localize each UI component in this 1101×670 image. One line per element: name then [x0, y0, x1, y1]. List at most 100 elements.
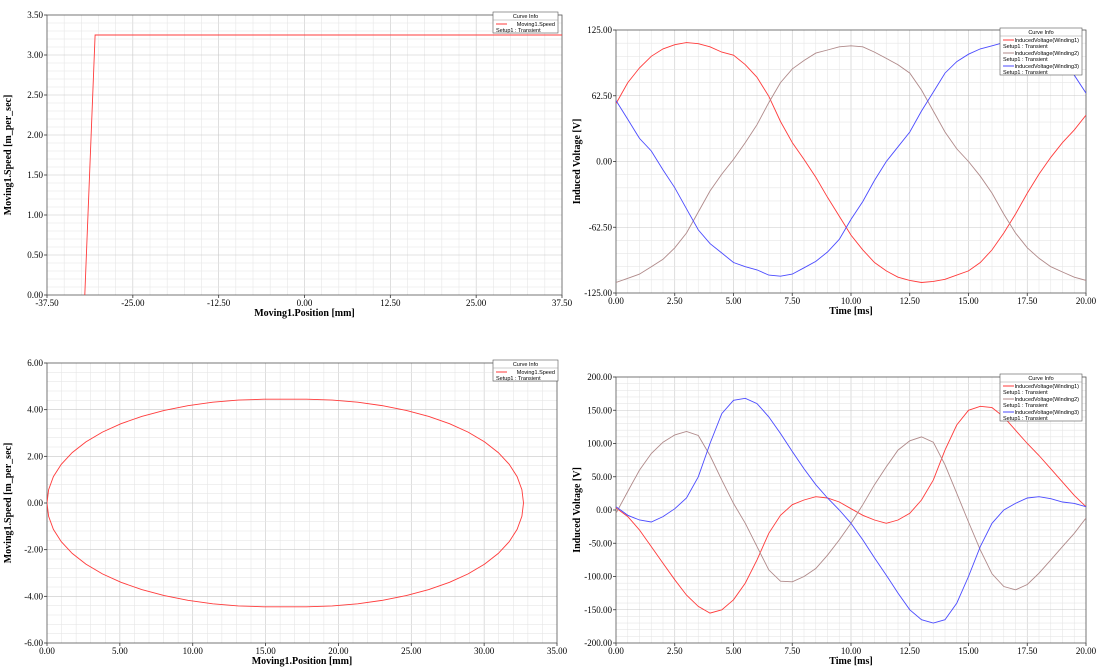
x-tick-label: 35.00	[547, 646, 568, 656]
x-tick-label: 7.50	[784, 296, 800, 306]
y-tick-label: 0.00	[27, 498, 43, 508]
y-axis-label: Induced Voltage [V]	[572, 119, 583, 205]
legend-entry-setup: Setup1 : Transient	[1003, 70, 1048, 76]
y-tick-label: 150.00	[587, 405, 612, 415]
y-tick-label: 3.50	[27, 10, 43, 20]
chart-tr: 0.00 2.50 5.00 7.50 10.00 12.50 15.00 17.50 20.0…	[572, 25, 1097, 317]
series-line-1	[84, 34, 562, 295]
y-tick-label: 2.00	[27, 451, 43, 461]
x-tick-label: 2.50	[667, 646, 683, 656]
legend-entry-setup: Setup1 : Transient	[1003, 403, 1048, 409]
y-tick-label: 200.00	[587, 372, 612, 382]
series-line-1	[47, 398, 524, 608]
x-tick-label: 37.50	[552, 298, 573, 308]
y-tick-label: 2.50	[27, 90, 43, 100]
legend-entry-setup: Setup1 : Transient	[496, 376, 541, 382]
legend-title: Curve Info	[1028, 376, 1053, 382]
x-tick-label: 5.00	[726, 646, 742, 656]
x-tick-label: 7.50	[784, 646, 800, 656]
x-tick-label: 10.00	[183, 646, 204, 656]
x-tick-label: 20.00	[1076, 296, 1097, 306]
series-line-1	[616, 42, 1086, 283]
x-tick-label: 15.00	[958, 296, 979, 306]
y-tick-label: -62.50	[589, 222, 613, 232]
x-tick-label: -37.50	[35, 298, 59, 308]
y-tick-label: 0.50	[27, 250, 43, 260]
x-axis-label: Moving1.Position [mm]	[252, 656, 353, 667]
series-line-3	[616, 397, 1086, 624]
x-axis-label: Time [ms]	[829, 306, 872, 317]
x-tick-label: 12.50	[900, 646, 921, 656]
y-tick-label: -2.00	[24, 545, 43, 555]
y-tick-label: 6.00	[27, 358, 43, 368]
x-tick-label: 5.00	[726, 296, 742, 306]
x-tick-label: 0.00	[297, 298, 313, 308]
x-axis-label: Time [ms]	[829, 656, 872, 667]
legend-box[interactable]	[492, 11, 559, 34]
chart-tl: -37.50 -25.00 -12.50 0.00 12.50 25.00 37.50 0.0…	[3, 10, 573, 319]
y-tick-label: 2.00	[27, 130, 43, 140]
legend-title: Curve Info	[513, 362, 538, 368]
x-tick-label: 20.00	[1076, 646, 1097, 656]
x-tick-label: 17.50	[1017, 296, 1038, 306]
x-tick-label: 10.00	[841, 296, 862, 306]
x-tick-label: 12.50	[380, 298, 401, 308]
legend-entry-setup: Setup1 : Transient	[1003, 57, 1048, 63]
y-tick-label: 62.50	[592, 91, 613, 101]
y-tick-label: 3.00	[27, 50, 43, 60]
y-tick-label: -50.00	[589, 538, 613, 548]
legend-entry-name: Moving1.Speed	[517, 22, 555, 28]
legend-entry-setup: Setup1 : Transient	[1003, 416, 1048, 422]
x-tick-label: 17.50	[1017, 646, 1038, 656]
y-tick-label: -200.00	[584, 638, 612, 648]
x-tick-label: 25.00	[466, 298, 487, 308]
y-tick-label: 0.00	[596, 157, 612, 167]
legend-entry-setup: Setup1 : Transient	[496, 28, 541, 34]
x-tick-label: 10.00	[841, 646, 862, 656]
y-tick-label: -125.00	[584, 288, 612, 298]
x-tick-label: 30.00	[474, 646, 495, 656]
y-tick-label: -4.00	[24, 591, 43, 601]
y-tick-label: 1.00	[27, 210, 43, 220]
y-tick-label: 0.00	[27, 290, 43, 300]
y-tick-label: 4.00	[27, 405, 43, 415]
legend-entry-name: Moving1.Speed	[517, 370, 555, 376]
legend-entry-name: InducedVoltage(Winding3)	[1014, 410, 1079, 416]
y-axis-label: Moving1.Speed [m_per_sec]	[3, 95, 14, 216]
series-line-2	[616, 45, 1086, 283]
chart-bl: 0.00 5.00 10.00 15.00 20.00 25.00 30.00 35.00 -6…	[3, 358, 568, 667]
x-tick-label: -25.00	[121, 298, 145, 308]
y-axis-label: Moving1.Speed [m_per_sec]	[3, 443, 14, 564]
x-tick-label: 15.00	[958, 646, 979, 656]
legend-entry-name: InducedVoltage(Winding2)	[1014, 51, 1079, 57]
chart-br: 0.00 2.50 5.00 7.50 10.00 12.50 15.00 17.50 20.0…	[572, 372, 1097, 667]
legend-entry-setup: Setup1 : Transient	[1003, 390, 1048, 396]
y-tick-label: 50.00	[592, 472, 613, 482]
y-axis-label: Induced Voltage [V]	[572, 467, 583, 553]
x-tick-label: 15.00	[255, 646, 276, 656]
x-tick-label: 0.00	[608, 646, 624, 656]
x-tick-label: 0.00	[608, 296, 624, 306]
x-tick-label: 20.00	[328, 646, 349, 656]
y-tick-label: -100.00	[584, 572, 612, 582]
y-tick-label: -6.00	[24, 638, 43, 648]
legend-box[interactable]	[492, 359, 559, 382]
x-tick-label: 5.00	[112, 646, 128, 656]
x-tick-label: -12.50	[207, 298, 231, 308]
legend-entry-name: InducedVoltage(Winding1)	[1014, 384, 1079, 390]
legend-title: Curve Info	[1028, 30, 1053, 36]
y-tick-label: 125.00	[587, 25, 612, 35]
legend-entry-name: InducedVoltage(Winding3)	[1014, 64, 1079, 70]
x-tick-label: 2.50	[667, 296, 683, 306]
legend-entry-setup: Setup1 : Transient	[1003, 44, 1048, 50]
legend-title: Curve Info	[513, 14, 538, 20]
x-tick-label: 25.00	[401, 646, 422, 656]
legend-entry-name: InducedVoltage(Winding2)	[1014, 397, 1079, 403]
y-tick-label: -150.00	[584, 605, 612, 615]
x-axis-label: Moving1.Position [mm]	[254, 308, 355, 319]
x-tick-label: 0.00	[39, 646, 55, 656]
series-line-1	[616, 405, 1086, 614]
y-tick-label: 0.00	[596, 505, 612, 515]
y-tick-label: 1.50	[27, 170, 43, 180]
